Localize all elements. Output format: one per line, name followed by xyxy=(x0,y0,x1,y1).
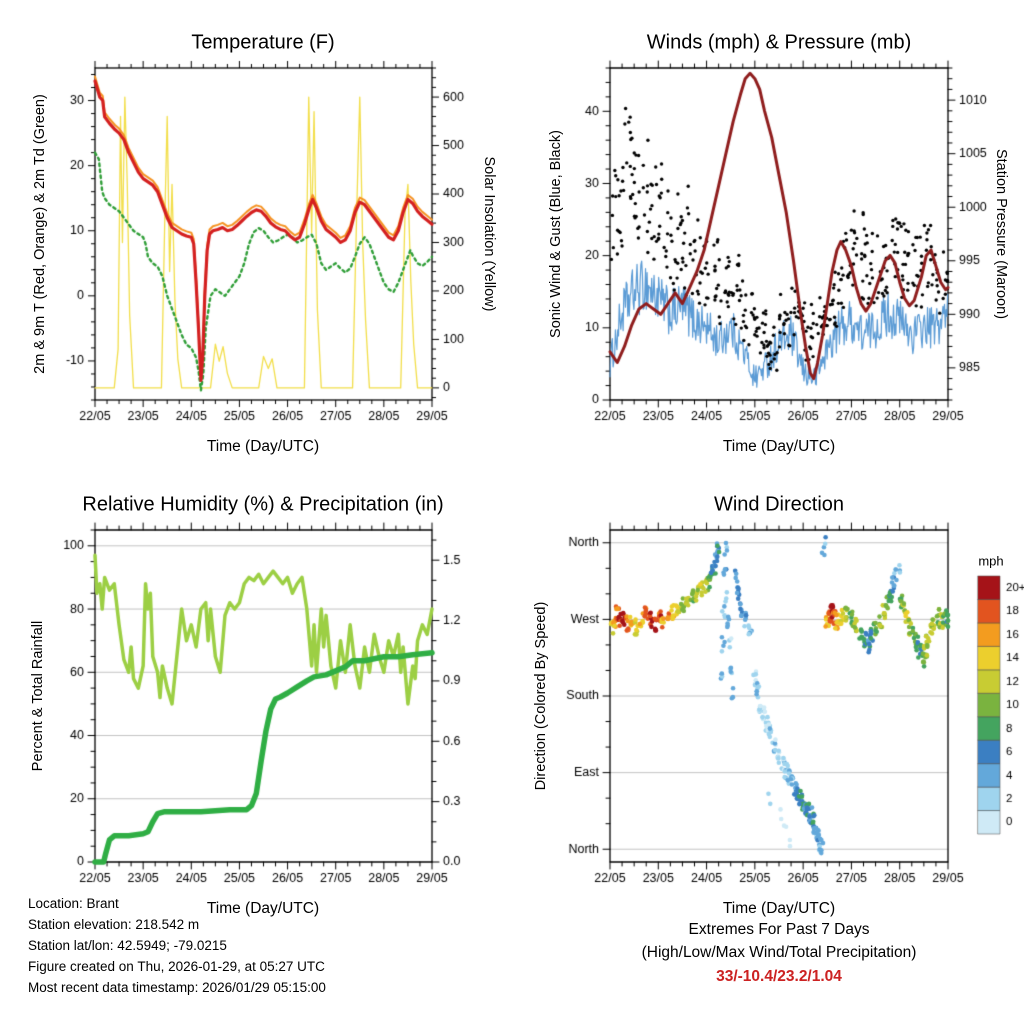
station-location: Location: Brant xyxy=(28,896,119,911)
colorbar-units-label: mph xyxy=(978,553,1004,569)
direction-ylabel: Direction (Colored By Speed) xyxy=(533,601,549,791)
figure-created: Figure created on Thu, 2026-01-29, at 05… xyxy=(28,959,325,974)
pressure-ylabel-right: Station Pressure (Maroon) xyxy=(993,148,1009,320)
station-elevation: Station elevation: 218.542 m xyxy=(28,917,200,932)
winds-pressure-title: Winds (mph) & Pressure (mb) xyxy=(646,31,912,54)
temperature-ylabel-left: 2m & 9m T (Red, Orange) & 2m Td (Green) xyxy=(32,94,48,374)
humidity-xlabel: Time (Day/UTC) xyxy=(206,900,320,917)
temperature-xlabel: Time (Day/UTC) xyxy=(206,438,320,455)
station-latlon: Station lat/lon: 42.5949; -79.0215 xyxy=(28,938,227,953)
data-timestamp: Most recent data timestamp: 2026/01/29 0… xyxy=(28,980,326,995)
wind-direction-xlabel: Time (Day/UTC) xyxy=(722,900,836,917)
percent-rainfall-ylabel: Percent & Total Rainfall xyxy=(30,620,46,772)
extremes-subtitle: (High/Low/Max Wind/Total Precipitation) xyxy=(641,944,917,961)
extremes-values: 33/-10.4/23.2/1.04 xyxy=(716,968,842,985)
solar-ylabel-right: Solar Insolation (Yellow) xyxy=(481,156,497,312)
wind-direction-title: Wind Direction xyxy=(713,493,845,516)
temperature-title: Temperature (F) xyxy=(191,31,335,54)
extremes-title: Extremes For Past 7 Days xyxy=(688,921,870,938)
winds-xlabel: Time (Day/UTC) xyxy=(722,438,836,455)
humidity-precip-title: Relative Humidity (%) & Precipitation (i… xyxy=(82,493,444,516)
wind-gust-ylabel-left: Sonic Wind & Gust (Blue, Black) xyxy=(548,130,564,338)
